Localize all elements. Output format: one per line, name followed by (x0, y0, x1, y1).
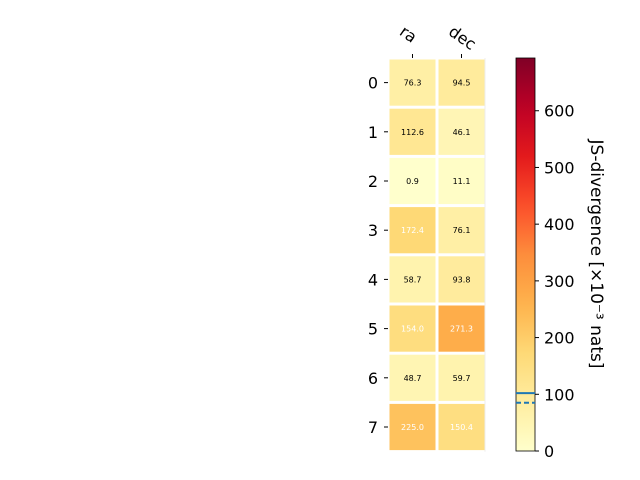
cell-value-label: 48.7 (404, 374, 422, 383)
cell-value-label: 112.6 (401, 128, 424, 137)
row-label: 7 (368, 418, 378, 437)
row-label: 1 (368, 123, 378, 142)
heatmap-cell (438, 108, 485, 155)
colorbar-tick-label: 0 (544, 442, 554, 461)
row-label: 0 (368, 74, 378, 93)
heatmap-cell (438, 157, 485, 205)
row-label: 2 (368, 172, 378, 191)
colorbar-tick-label: 400 (544, 215, 575, 234)
row-label: 3 (368, 221, 378, 240)
heatmap-cell (389, 256, 436, 303)
heatmap-cell (389, 305, 436, 352)
colorbar-label: JS-divergence [×10⁻³ nats] (586, 139, 606, 369)
cell-value-label: 0.9 (406, 177, 419, 186)
heatmap-cell (438, 256, 485, 303)
colorbar-tick-label: 600 (544, 102, 575, 121)
heatmap-cells: 76.3 94.5 112.6 46.1 0.9 11.1 172.4 76.1 58.7 93.… (389, 58, 486, 452)
colorbar-gradient (515, 57, 536, 452)
row-label: 6 (368, 369, 378, 388)
cell-value-label: 46.1 (453, 128, 471, 137)
heatmap-cell (389, 354, 436, 401)
row-label: 5 (368, 320, 378, 339)
cell-value-label: 58.7 (404, 275, 422, 284)
colorbar: 0 100 200 300 400 500 600 (515, 57, 575, 461)
heatmap-cell (389, 403, 436, 451)
heatmap-cell (438, 207, 485, 254)
cell-value-label: 150.4 (450, 423, 473, 432)
cell-value-label: 59.7 (453, 374, 471, 383)
column-label: dec (445, 22, 479, 54)
colorbar-tick-label: 100 (544, 385, 575, 404)
cell-value-label: 93.8 (453, 275, 471, 284)
colorbar-tick-label: 300 (544, 272, 575, 291)
heatmap-cell (438, 403, 485, 451)
colorbar-tick-label: 500 (544, 158, 575, 177)
cell-value-label: 154.0 (401, 325, 424, 334)
heatmap-cell (438, 305, 485, 352)
cell-value-label: 76.3 (404, 79, 422, 88)
column-labels: ra dec (396, 22, 480, 58)
row-label: 4 (368, 270, 378, 289)
colorbar-tick-label: 200 (544, 329, 575, 348)
heatmap-cell (389, 207, 436, 254)
heatmap-cell (389, 59, 436, 106)
cell-value-label: 271.3 (450, 325, 473, 334)
heatmap-cell (438, 59, 485, 106)
column-label: ra (396, 22, 420, 47)
heatmap-cell (438, 354, 485, 401)
cell-value-label: 94.5 (453, 79, 471, 88)
row-labels: 0 1 2 3 4 5 6 7 (368, 74, 388, 437)
cell-value-label: 76.1 (453, 226, 471, 235)
cell-value-label: 11.1 (453, 177, 471, 186)
heatmap-cell (389, 108, 436, 155)
cell-value-label: 172.4 (401, 226, 424, 235)
cell-value-label: 225.0 (401, 423, 424, 432)
heatmap-cell (389, 157, 436, 205)
